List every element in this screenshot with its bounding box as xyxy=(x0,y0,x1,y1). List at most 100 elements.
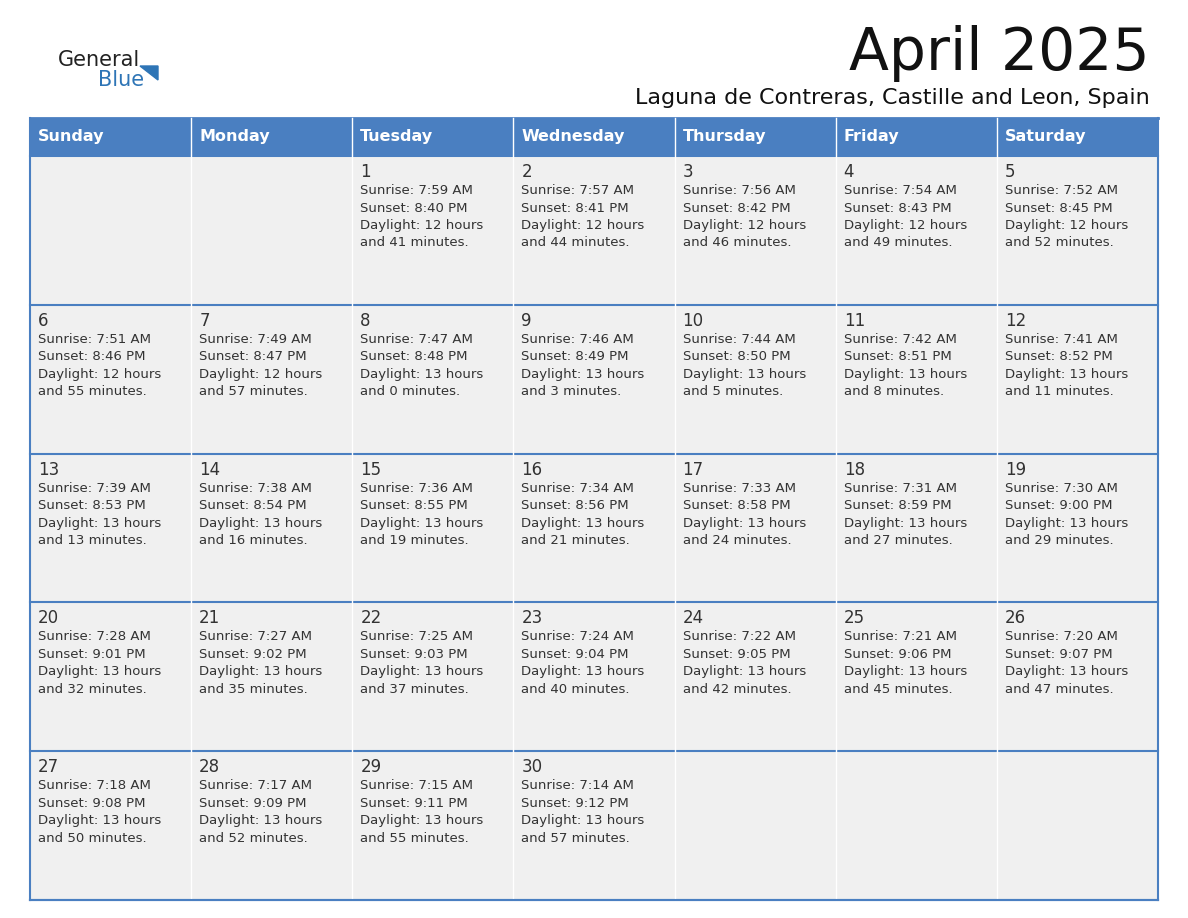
Bar xyxy=(513,751,675,900)
Text: Sunrise: 7:56 AM
Sunset: 8:42 PM
Daylight: 12 hours
and 46 minutes.: Sunrise: 7:56 AM Sunset: 8:42 PM Dayligh… xyxy=(683,184,805,250)
Bar xyxy=(675,118,835,156)
Bar xyxy=(513,453,675,602)
Polygon shape xyxy=(140,66,158,80)
Bar xyxy=(675,602,835,751)
Bar xyxy=(675,453,835,602)
Text: 23: 23 xyxy=(522,610,543,627)
Text: Sunrise: 7:14 AM
Sunset: 9:12 PM
Daylight: 13 hours
and 57 minutes.: Sunrise: 7:14 AM Sunset: 9:12 PM Dayligh… xyxy=(522,779,645,845)
Text: Sunrise: 7:59 AM
Sunset: 8:40 PM
Daylight: 12 hours
and 41 minutes.: Sunrise: 7:59 AM Sunset: 8:40 PM Dayligh… xyxy=(360,184,484,250)
Text: 25: 25 xyxy=(843,610,865,627)
Text: Sunrise: 7:27 AM
Sunset: 9:02 PM
Daylight: 13 hours
and 35 minutes.: Sunrise: 7:27 AM Sunset: 9:02 PM Dayligh… xyxy=(200,631,322,696)
Bar xyxy=(191,305,353,453)
Text: 13: 13 xyxy=(38,461,59,478)
Text: Sunrise: 7:52 AM
Sunset: 8:45 PM
Daylight: 12 hours
and 52 minutes.: Sunrise: 7:52 AM Sunset: 8:45 PM Dayligh… xyxy=(1005,184,1129,250)
Text: 3: 3 xyxy=(683,163,693,181)
Bar xyxy=(835,156,997,305)
Bar xyxy=(835,751,997,900)
Text: 9: 9 xyxy=(522,312,532,330)
Text: 19: 19 xyxy=(1005,461,1026,478)
Text: Sunrise: 7:31 AM
Sunset: 8:59 PM
Daylight: 13 hours
and 27 minutes.: Sunrise: 7:31 AM Sunset: 8:59 PM Dayligh… xyxy=(843,482,967,547)
Text: Sunrise: 7:41 AM
Sunset: 8:52 PM
Daylight: 13 hours
and 11 minutes.: Sunrise: 7:41 AM Sunset: 8:52 PM Dayligh… xyxy=(1005,333,1129,398)
Text: 11: 11 xyxy=(843,312,865,330)
Bar xyxy=(835,118,997,156)
Bar xyxy=(30,305,191,453)
Bar xyxy=(997,118,1158,156)
Text: Sunrise: 7:30 AM
Sunset: 9:00 PM
Daylight: 13 hours
and 29 minutes.: Sunrise: 7:30 AM Sunset: 9:00 PM Dayligh… xyxy=(1005,482,1129,547)
Bar xyxy=(191,751,353,900)
Bar xyxy=(30,156,191,305)
Text: Sunrise: 7:21 AM
Sunset: 9:06 PM
Daylight: 13 hours
and 45 minutes.: Sunrise: 7:21 AM Sunset: 9:06 PM Dayligh… xyxy=(843,631,967,696)
Text: 20: 20 xyxy=(38,610,59,627)
Bar xyxy=(30,602,191,751)
Text: 16: 16 xyxy=(522,461,543,478)
Bar xyxy=(675,156,835,305)
Text: Tuesday: Tuesday xyxy=(360,129,434,144)
Text: Sunrise: 7:57 AM
Sunset: 8:41 PM
Daylight: 12 hours
and 44 minutes.: Sunrise: 7:57 AM Sunset: 8:41 PM Dayligh… xyxy=(522,184,645,250)
Text: Laguna de Contreras, Castille and Leon, Spain: Laguna de Contreras, Castille and Leon, … xyxy=(636,88,1150,108)
Bar xyxy=(835,453,997,602)
Text: Blue: Blue xyxy=(97,70,144,90)
Text: Sunrise: 7:46 AM
Sunset: 8:49 PM
Daylight: 13 hours
and 3 minutes.: Sunrise: 7:46 AM Sunset: 8:49 PM Dayligh… xyxy=(522,333,645,398)
Text: 12: 12 xyxy=(1005,312,1026,330)
Text: Sunrise: 7:17 AM
Sunset: 9:09 PM
Daylight: 13 hours
and 52 minutes.: Sunrise: 7:17 AM Sunset: 9:09 PM Dayligh… xyxy=(200,779,322,845)
Text: Sunrise: 7:38 AM
Sunset: 8:54 PM
Daylight: 13 hours
and 16 minutes.: Sunrise: 7:38 AM Sunset: 8:54 PM Dayligh… xyxy=(200,482,322,547)
Bar xyxy=(675,305,835,453)
Text: 15: 15 xyxy=(360,461,381,478)
Bar xyxy=(353,751,513,900)
Text: Sunrise: 7:47 AM
Sunset: 8:48 PM
Daylight: 13 hours
and 0 minutes.: Sunrise: 7:47 AM Sunset: 8:48 PM Dayligh… xyxy=(360,333,484,398)
Bar xyxy=(997,602,1158,751)
Text: Thursday: Thursday xyxy=(683,129,766,144)
Bar xyxy=(30,118,191,156)
Text: 4: 4 xyxy=(843,163,854,181)
Text: 5: 5 xyxy=(1005,163,1016,181)
Text: Sunday: Sunday xyxy=(38,129,105,144)
Text: General: General xyxy=(58,50,140,70)
Bar xyxy=(513,156,675,305)
Bar xyxy=(191,156,353,305)
Text: Sunrise: 7:20 AM
Sunset: 9:07 PM
Daylight: 13 hours
and 47 minutes.: Sunrise: 7:20 AM Sunset: 9:07 PM Dayligh… xyxy=(1005,631,1129,696)
Text: Friday: Friday xyxy=(843,129,899,144)
Bar xyxy=(513,118,675,156)
Text: Sunrise: 7:18 AM
Sunset: 9:08 PM
Daylight: 13 hours
and 50 minutes.: Sunrise: 7:18 AM Sunset: 9:08 PM Dayligh… xyxy=(38,779,162,845)
Text: 28: 28 xyxy=(200,758,220,777)
Text: Sunrise: 7:25 AM
Sunset: 9:03 PM
Daylight: 13 hours
and 37 minutes.: Sunrise: 7:25 AM Sunset: 9:03 PM Dayligh… xyxy=(360,631,484,696)
Text: 7: 7 xyxy=(200,312,209,330)
Text: Sunrise: 7:36 AM
Sunset: 8:55 PM
Daylight: 13 hours
and 19 minutes.: Sunrise: 7:36 AM Sunset: 8:55 PM Dayligh… xyxy=(360,482,484,547)
Text: 24: 24 xyxy=(683,610,703,627)
Text: Sunrise: 7:28 AM
Sunset: 9:01 PM
Daylight: 13 hours
and 32 minutes.: Sunrise: 7:28 AM Sunset: 9:01 PM Dayligh… xyxy=(38,631,162,696)
Text: Sunrise: 7:15 AM
Sunset: 9:11 PM
Daylight: 13 hours
and 55 minutes.: Sunrise: 7:15 AM Sunset: 9:11 PM Dayligh… xyxy=(360,779,484,845)
Bar xyxy=(30,751,191,900)
Bar xyxy=(30,453,191,602)
Bar xyxy=(997,156,1158,305)
Bar xyxy=(353,602,513,751)
Bar xyxy=(353,305,513,453)
Bar xyxy=(835,305,997,453)
Text: Sunrise: 7:51 AM
Sunset: 8:46 PM
Daylight: 12 hours
and 55 minutes.: Sunrise: 7:51 AM Sunset: 8:46 PM Dayligh… xyxy=(38,333,162,398)
Text: Sunrise: 7:24 AM
Sunset: 9:04 PM
Daylight: 13 hours
and 40 minutes.: Sunrise: 7:24 AM Sunset: 9:04 PM Dayligh… xyxy=(522,631,645,696)
Bar xyxy=(353,156,513,305)
Bar xyxy=(675,751,835,900)
Bar xyxy=(191,118,353,156)
Bar xyxy=(353,118,513,156)
Bar xyxy=(997,305,1158,453)
Bar xyxy=(835,602,997,751)
Bar xyxy=(191,453,353,602)
Text: 21: 21 xyxy=(200,610,221,627)
Text: 10: 10 xyxy=(683,312,703,330)
Text: 27: 27 xyxy=(38,758,59,777)
Text: Wednesday: Wednesday xyxy=(522,129,625,144)
Bar xyxy=(353,453,513,602)
Text: Sunrise: 7:42 AM
Sunset: 8:51 PM
Daylight: 13 hours
and 8 minutes.: Sunrise: 7:42 AM Sunset: 8:51 PM Dayligh… xyxy=(843,333,967,398)
Text: Sunrise: 7:44 AM
Sunset: 8:50 PM
Daylight: 13 hours
and 5 minutes.: Sunrise: 7:44 AM Sunset: 8:50 PM Dayligh… xyxy=(683,333,805,398)
Text: Sunrise: 7:49 AM
Sunset: 8:47 PM
Daylight: 12 hours
and 57 minutes.: Sunrise: 7:49 AM Sunset: 8:47 PM Dayligh… xyxy=(200,333,322,398)
Text: 30: 30 xyxy=(522,758,543,777)
Text: Sunrise: 7:39 AM
Sunset: 8:53 PM
Daylight: 13 hours
and 13 minutes.: Sunrise: 7:39 AM Sunset: 8:53 PM Dayligh… xyxy=(38,482,162,547)
Text: 17: 17 xyxy=(683,461,703,478)
Text: Sunrise: 7:54 AM
Sunset: 8:43 PM
Daylight: 12 hours
and 49 minutes.: Sunrise: 7:54 AM Sunset: 8:43 PM Dayligh… xyxy=(843,184,967,250)
Text: 1: 1 xyxy=(360,163,371,181)
Text: 14: 14 xyxy=(200,461,220,478)
Bar xyxy=(997,453,1158,602)
Text: Sunrise: 7:22 AM
Sunset: 9:05 PM
Daylight: 13 hours
and 42 minutes.: Sunrise: 7:22 AM Sunset: 9:05 PM Dayligh… xyxy=(683,631,805,696)
Text: Saturday: Saturday xyxy=(1005,129,1086,144)
Text: April 2025: April 2025 xyxy=(849,25,1150,82)
